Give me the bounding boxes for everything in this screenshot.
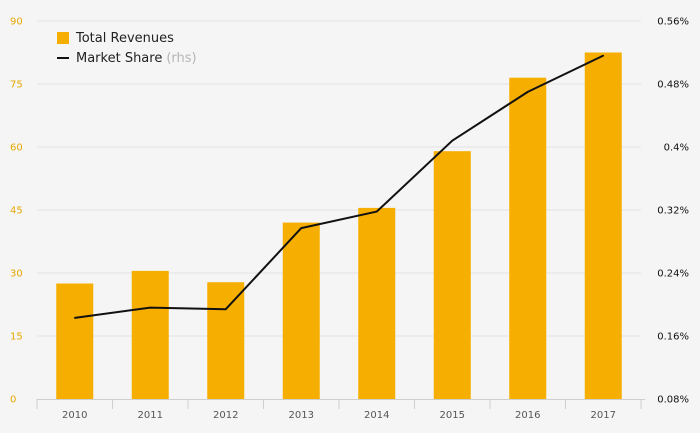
x-tick-label: 2016 xyxy=(515,410,540,421)
bar-2014 xyxy=(358,207,396,399)
x-tick-label: 2013 xyxy=(289,410,314,421)
x-tick-label: 2010 xyxy=(62,410,87,421)
bar-2016 xyxy=(509,77,547,399)
right-y-tick-label: 0.56% xyxy=(657,17,689,28)
market-share-point-2015 xyxy=(451,139,454,142)
legend-rhs-note: (rhs) xyxy=(166,50,197,66)
market-share-series xyxy=(73,54,605,319)
legend-bar-swatch xyxy=(57,32,69,44)
market-share-point-2011 xyxy=(149,306,152,309)
gridlines xyxy=(37,20,641,337)
left-y-tick-label: 15 xyxy=(10,332,23,343)
right-y-tick-label: 0.24% xyxy=(657,269,689,280)
market-share-point-2014 xyxy=(375,210,378,213)
right-y-tick-label: 0.48% xyxy=(657,80,689,91)
bar-2015 xyxy=(433,151,471,399)
bar-2012 xyxy=(207,282,245,399)
legend-item-revenues: Total Revenues xyxy=(57,28,197,48)
revenue-bars xyxy=(56,52,622,399)
left-y-tick-label: 75 xyxy=(10,80,23,91)
left-y-tick-label: 60 xyxy=(10,143,23,154)
right-y-tick-label: 0.32% xyxy=(657,206,689,217)
market-share-point-2012 xyxy=(224,308,227,311)
market-share-point-2010 xyxy=(73,317,76,319)
left-y-tick-label: 45 xyxy=(10,206,23,217)
left-y-axis: 0 15 30 45 60 75 90 xyxy=(10,17,23,406)
left-y-tick-label: 0 xyxy=(10,395,16,406)
x-tick-label: 2014 xyxy=(364,410,389,421)
right-y-tick-label: 0.16% xyxy=(657,332,689,343)
x-tick-label: 2012 xyxy=(213,410,238,421)
legend-label-market-share: Market Share xyxy=(76,50,163,66)
market-share-point-2017 xyxy=(602,54,605,57)
x-tick-label: 2015 xyxy=(440,410,465,421)
x-tick-label: 2017 xyxy=(591,410,616,421)
legend-line-swatch xyxy=(57,57,69,59)
bar-2013 xyxy=(282,222,320,399)
legend-label-revenues: Total Revenues xyxy=(76,30,174,46)
right-y-tick-label: 0.4% xyxy=(664,143,689,154)
market-share-point-2016 xyxy=(526,91,529,93)
bar-2017 xyxy=(584,52,622,399)
x-axis: 2010 2011 2012 2013 2014 2015 2016 2017 xyxy=(36,399,645,421)
x-tick-label: 2011 xyxy=(138,410,163,421)
bar-2010 xyxy=(56,283,94,399)
right-y-tick-label: 0.08% xyxy=(657,395,689,406)
left-y-tick-label: 90 xyxy=(10,17,23,28)
legend: Total Revenues Market Share (rhs) xyxy=(57,28,197,68)
bar-2011 xyxy=(131,270,169,399)
market-share-point-2013 xyxy=(300,227,303,229)
right-y-axis: 0.08% 0.16% 0.24% 0.32% 0.4% 0.48% 0.56% xyxy=(657,17,689,406)
left-y-tick-label: 30 xyxy=(10,269,23,280)
legend-item-market-share: Market Share (rhs) xyxy=(57,48,197,68)
market-share-line xyxy=(74,54,604,319)
